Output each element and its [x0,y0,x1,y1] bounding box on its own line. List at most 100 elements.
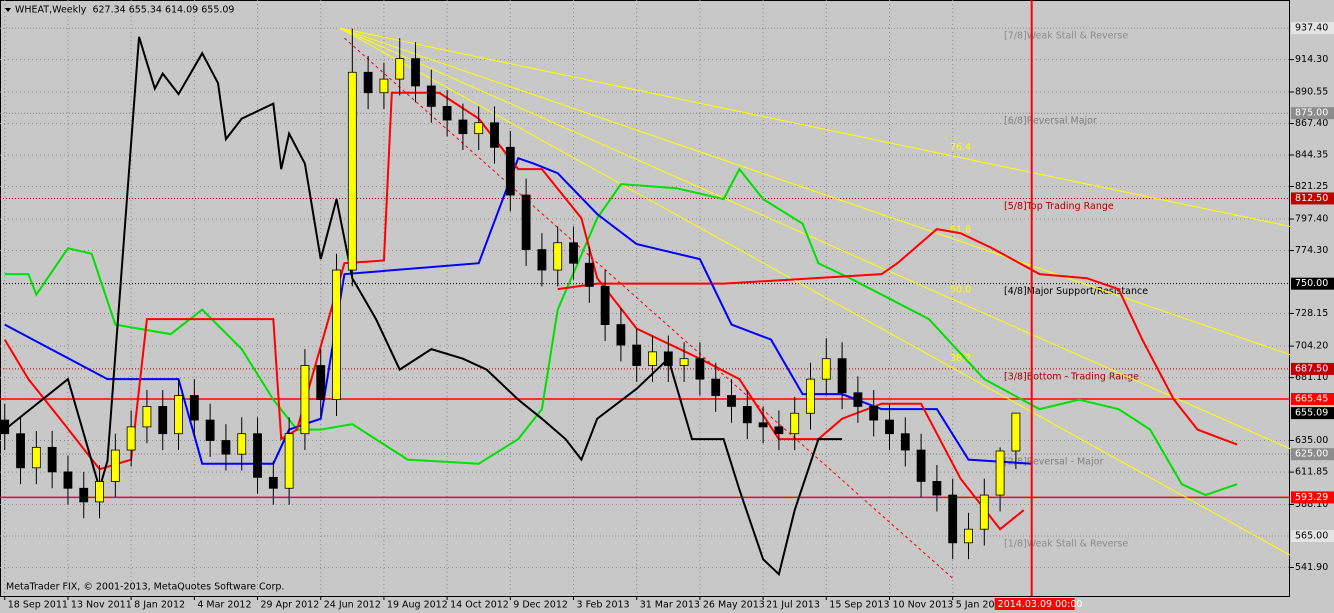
x-tick-label: 14 Oct 2012 [450,600,509,611]
candle-body [521,194,531,250]
candle-body [395,58,405,80]
candle-body [284,433,294,489]
candle-body [569,242,578,264]
candle-body [537,249,547,271]
level-label-box [1291,277,1334,290]
y-tick-label: 797.40 [1295,214,1328,225]
grid-layer [0,0,1290,596]
candle-body [411,58,420,87]
level-text: [3/8]Bottom - Trading Range [1004,371,1139,382]
x-tick-label: 15 Sep 2013 [829,600,889,611]
level-label: 687.50 [1295,363,1328,374]
candle-body [663,351,673,366]
x-tick-label: 19 Aug 2012 [387,600,448,611]
level-label: 937.40 [1295,23,1328,34]
candle-body [648,351,657,366]
x-tick-label: 18 Sep 2011 [8,600,68,611]
y-tick-label: 588.10 [1295,499,1328,510]
plot-frame [0,0,1290,597]
candle-body [490,122,499,148]
candle-body [885,419,894,435]
level-label-box [1291,392,1334,405]
level-label: 593.29 [1295,492,1328,503]
x-tick-label: 29 Apr 2012 [261,600,320,611]
y-tick-label: 611.85 [1295,467,1328,478]
candle-body [363,71,373,94]
footer: MetaTrader FIX, © 2001-2013, MetaQuotes … [6,582,284,593]
y-tick-label: 635.00 [1295,435,1328,446]
level-label-box [1291,448,1334,461]
level-label-box [1291,491,1334,504]
candle-body [869,406,879,421]
y-tick-label: 541.90 [1295,562,1328,573]
time-cursor-label: 2014.03.09 00:00 [998,599,1083,610]
level-label-box [1291,22,1334,35]
candle-body [790,412,800,435]
candle-body [616,324,626,346]
fan-ray [339,27,1290,450]
fan-ray [339,27,1290,356]
level-label-box [1291,529,1334,542]
menu-arrow [5,8,11,12]
candle-body [695,358,705,380]
level-text: [4/8]Major Support/Resistance [1004,286,1148,297]
x-tick-label: 3 Feb 2013 [577,600,630,611]
candle-body [742,406,752,424]
level-label: 812.50 [1295,193,1328,204]
y-tick-label: 914.30 [1295,54,1328,65]
y-tick-label: 890.55 [1295,86,1328,97]
candle-body [821,358,831,380]
fan-label: 38.2 [950,353,971,364]
level-text: [1/8]Weak Stall & Reverse [1004,538,1128,549]
indicator-line [557,228,1238,446]
candle-body [774,426,784,435]
y-tick-label: 681.10 [1295,372,1328,383]
candle-body [900,433,910,451]
candle-body [221,440,231,455]
level-label: 625.00 [1295,449,1328,460]
x-tick-label: 4 Mar 2012 [197,600,251,611]
axis-layer: 18 Sep 2011 13 Nov 2011 8 Jan 2012 4 Mar 20… [4,22,1334,611]
level-text: [2/8]Reversal - Major [1004,457,1103,468]
x-tick-label: 5 Jan 2014 [956,600,1007,611]
candle-body [837,358,847,394]
candle-body [758,422,768,428]
fan-label: 76.4 [950,142,971,153]
candle-body [158,406,168,435]
x-tick-label: 31 Mar 2013 [640,600,700,611]
indicator-line [4,167,1238,497]
y-tick-label: 704.20 [1295,341,1328,352]
candle-body [979,494,989,530]
candle-body [332,269,341,401]
level-label: 655.09 [1295,408,1328,419]
candle-body [300,365,310,435]
candle-body [426,85,436,107]
candle-body [31,446,41,469]
level-label-box [1291,407,1334,420]
x-tick-label: 13 Nov 2011 [71,600,132,611]
level-text: [5/8]Top Trading Range [1004,201,1114,212]
candle-body [0,419,10,435]
level-label-box [1291,192,1334,205]
level-label: 565.00 [1295,530,1328,541]
candle-body [268,476,278,489]
indicator-line [3,91,1025,531]
candle-body [916,449,926,482]
x-tick-label: 24 Jun 2012 [324,600,381,611]
x-tick-label: 10 Nov 2013 [892,600,953,611]
x-tick-label: 21 Jul 2013 [766,600,820,611]
candle-body [474,122,484,135]
level-label: 875.00 [1295,108,1328,119]
candle-body [553,242,563,271]
candle-body [600,286,610,325]
candle-body [711,378,721,396]
y-tick-label: 844.35 [1295,150,1328,161]
candle-body [458,119,468,135]
level-label-box [1291,362,1334,375]
candle-body [806,378,815,414]
candle-body [964,528,973,544]
candle-body [253,433,262,478]
x-tick-label: 8 Jan 2012 [134,600,185,611]
